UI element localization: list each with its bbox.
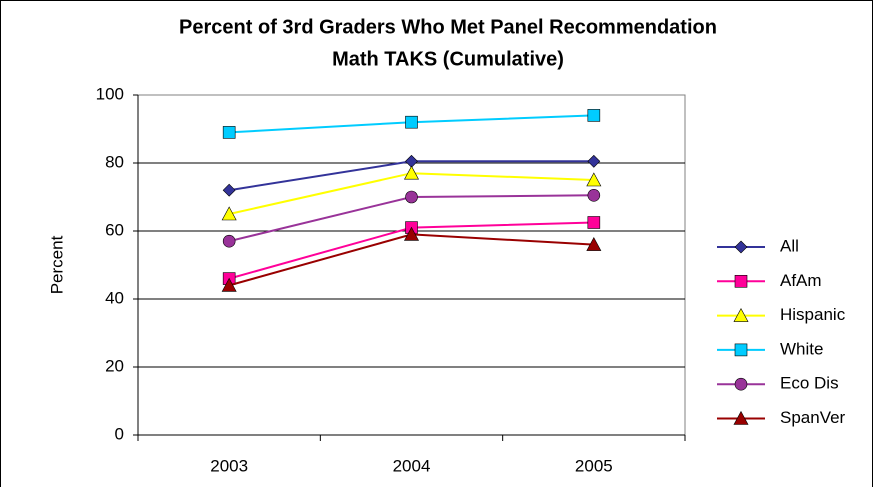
marker — [587, 189, 601, 202]
marker — [405, 115, 418, 129]
marker — [222, 183, 236, 197]
marker — [734, 274, 748, 288]
marker — [587, 216, 601, 229]
marker — [733, 307, 749, 322]
y-tick-label: 40 — [105, 288, 124, 307]
marker — [222, 126, 236, 139]
y-tick-label: 80 — [105, 152, 124, 171]
marker — [221, 277, 237, 292]
marker — [734, 343, 748, 357]
x-tick-label: 2005 — [575, 456, 613, 475]
marker — [222, 234, 236, 248]
y-tick-label: 20 — [105, 356, 124, 375]
legend-label: AfAm — [780, 271, 822, 290]
marker — [403, 165, 420, 180]
marker — [734, 377, 748, 391]
marker — [405, 190, 418, 204]
y-tick-label: 100 — [96, 84, 124, 103]
x-tick-label: 2004 — [393, 456, 431, 475]
marker — [221, 206, 237, 221]
marker — [587, 109, 601, 122]
marker — [403, 226, 420, 241]
legend-label: Hispanic — [780, 305, 846, 324]
y-tick-label: 60 — [105, 220, 124, 239]
marker — [586, 236, 602, 251]
marker — [586, 172, 602, 187]
legend-label: SpanVer — [780, 408, 846, 427]
plot-area — [137, 94, 686, 436]
x-tick-label: 2003 — [210, 456, 248, 475]
marker — [734, 240, 748, 254]
legend-label: All — [780, 236, 799, 255]
legend-label: White — [780, 339, 823, 358]
legend-label: Eco Dis — [780, 374, 839, 393]
marker — [587, 154, 601, 168]
marker — [733, 410, 749, 425]
chart-subtitle: Math TAKS (Cumulative) — [332, 48, 564, 70]
y-axis-label: Percent — [47, 235, 66, 294]
y-tick-label: 0 — [115, 424, 124, 443]
chart-title: Percent of 3rd Graders Who Met Panel Rec… — [179, 16, 717, 38]
